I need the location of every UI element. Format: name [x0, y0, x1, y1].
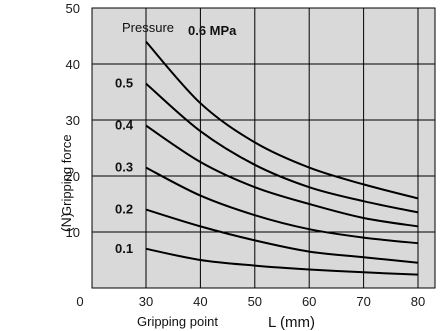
x-tick-label: 40 [193, 294, 207, 309]
y-axis-unit: (N) [58, 213, 74, 232]
pressure-curve [145, 166, 419, 245]
legend-title: Pressure [122, 20, 174, 35]
pressure-curve [145, 82, 419, 214]
x-tick-label: 30 [139, 294, 153, 309]
grid-lines [92, 8, 435, 288]
x-axis-label: Gripping point [137, 314, 218, 329]
pressure-curve [145, 40, 419, 200]
x-tick-label: 50 [248, 294, 262, 309]
pressure-curves [145, 40, 419, 276]
curve-label: 0.6 MPa [188, 23, 237, 38]
y-tick-label: 50 [66, 1, 80, 16]
pressure-curve [145, 208, 419, 264]
x-tick-label: 80 [411, 294, 425, 309]
pressure-curve [145, 247, 419, 276]
y-tick-label: 10 [66, 225, 80, 240]
curve-label: 0.1 [115, 241, 133, 256]
x-tick-label: 60 [302, 294, 316, 309]
curve-label: 0.2 [115, 202, 133, 217]
y-tick-label: 30 [66, 113, 80, 128]
y-axis-label: Gripping force [59, 134, 74, 216]
x-axis-unit: L (mm) [268, 314, 315, 331]
y-axis-ticks: 10 20 30 40 50 [66, 1, 80, 240]
x-axis-ticks: 0 30 40 50 60 70 80 [76, 294, 425, 309]
curve-label: 0.3 [115, 160, 133, 175]
x-tick-label: 70 [356, 294, 370, 309]
pressure-curve [145, 124, 419, 228]
y-tick-label: 20 [66, 169, 80, 184]
y-tick-label: 40 [66, 57, 80, 72]
x-tick-label: 0 [76, 294, 83, 309]
curve-label: 0.4 [115, 118, 134, 133]
curve-label: 0.5 [115, 76, 133, 91]
curve-labels: 0.6 MPa 0.5 0.4 0.3 0.2 0.1 [115, 23, 237, 256]
